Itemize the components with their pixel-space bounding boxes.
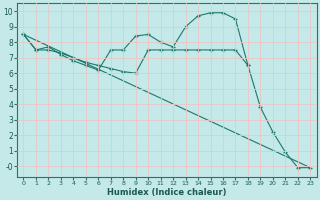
X-axis label: Humidex (Indice chaleur): Humidex (Indice chaleur) [107, 188, 227, 197]
